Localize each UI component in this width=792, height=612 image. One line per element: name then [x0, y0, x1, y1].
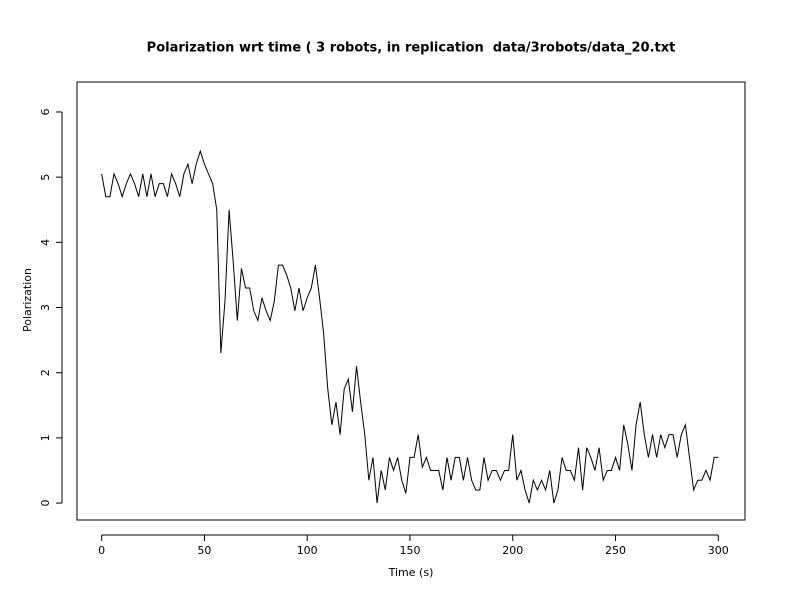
data-line — [101, 149, 719, 504]
y-tick-label: 3 — [39, 304, 52, 311]
y-tick-label: 4 — [39, 239, 52, 246]
x-tick-label: 100 — [297, 544, 318, 557]
y-tick-label: 1 — [39, 434, 52, 441]
x-tick-label: 150 — [399, 544, 420, 557]
y-tick-label: 6 — [39, 108, 52, 115]
x-tick-label: 0 — [98, 544, 105, 557]
x-tick-label: 250 — [605, 544, 626, 557]
x-tick-label: 200 — [502, 544, 523, 557]
y-tick-label: 0 — [39, 500, 52, 507]
x-axis-label: Time (s) — [388, 566, 434, 579]
plot-frame — [76, 81, 746, 521]
x-tick-label: 300 — [708, 544, 729, 557]
y-axis-label: Polarization — [21, 268, 34, 332]
chart-title: Polarization wrt time ( 3 robots, in rep… — [147, 41, 676, 56]
x-tick-label: 50 — [197, 544, 211, 557]
y-tick-label: 2 — [39, 369, 52, 376]
y-tick-label: 5 — [39, 174, 52, 181]
